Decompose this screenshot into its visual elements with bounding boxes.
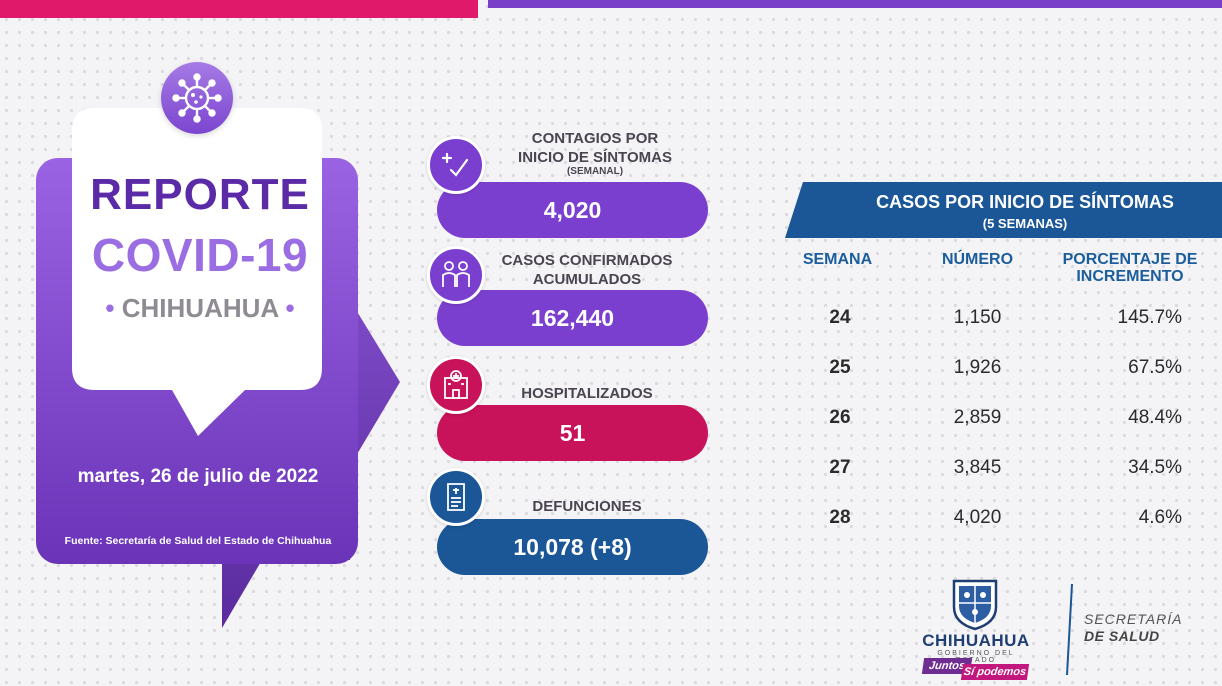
column-header-percentage-line1: PORCENTAJE DE [1062, 251, 1198, 268]
contagios-value: 4,020 [543, 196, 602, 223]
department-line2: DE SALUD [1084, 628, 1160, 644]
row-percentage: 145.7% [1117, 307, 1182, 328]
confirmados-label-line1: CASOS CONFIRMADOS [501, 252, 673, 269]
certificate-icon [447, 483, 465, 511]
row-week: 28 [829, 507, 851, 528]
defunciones-label: DEFUNCIONES [487, 497, 687, 516]
row-number: 1,926 [953, 357, 1002, 378]
table-subtitle: (5 SEMANAS) [982, 216, 1068, 231]
row-percentage: 67.5% [1128, 357, 1182, 378]
contagios-sublabel: (SEMANAL) [566, 166, 624, 177]
confirmados-value: 162,440 [530, 304, 615, 331]
top-accent-bar-pink [0, 0, 478, 18]
region-label: CHIHUAHUA [121, 293, 279, 323]
row-percentage: 48.4% [1128, 407, 1182, 428]
column-header-percentage: PORCENTAJE DE INCREMENTO [1050, 251, 1210, 285]
table-title-banner [785, 182, 1222, 238]
title-region: • CHIHUAHUA • [75, 293, 325, 324]
hospital-icon [444, 370, 468, 399]
contagios-label-line1: CONTAGIOS POR [531, 130, 659, 147]
hospitalizados-label: HOSPITALIZADOS [487, 384, 687, 403]
title-reporte: REPORTE [90, 170, 310, 219]
bullet-dot-left: • [105, 293, 115, 323]
top-accent-bar-purple [488, 0, 1222, 8]
defunciones-label-text: DEFUNCIONES [532, 498, 642, 515]
row-week: 24 [829, 307, 851, 328]
state-shield-icon [952, 579, 998, 631]
confirmados-label-line2: ACUMULADOS [532, 271, 642, 288]
logo-divider [1066, 583, 1073, 676]
column-header-percentage-line2: INCREMENTO [1076, 268, 1184, 285]
table-title: CASOS POR INICIO DE SÍNTOMAS [876, 192, 1174, 212]
department-line1: SECRETARÍA [1084, 611, 1183, 627]
contagios-label: CONTAGIOS POR INICIO DE SÍNTOMAS (SEMANA… [495, 129, 695, 177]
logo-wordmark: CHIHUAHUA [922, 631, 1030, 650]
confirmados-value-pill: 162,440 [437, 290, 708, 346]
row-percentage: 4.6% [1138, 507, 1182, 528]
virus-icon [172, 73, 222, 123]
confirmados-icon-badge [427, 246, 485, 304]
row-week: 26 [829, 407, 851, 428]
column-header-number: NÚMERO [941, 251, 1014, 268]
source-note: Fuente: Secretaría de Salud del Estado d… [64, 535, 332, 547]
row-percentage: 34.5% [1128, 457, 1182, 478]
virus-badge [161, 62, 233, 134]
column-header-week: SEMANA [802, 251, 873, 268]
people-icon [442, 261, 470, 287]
defunciones-icon-badge [427, 468, 485, 526]
row-number: 1,150 [953, 307, 1002, 328]
row-number: 2,859 [953, 407, 1002, 428]
hospitalizados-icon-badge [427, 356, 485, 414]
bullet-dot-right: • [285, 293, 295, 323]
hospitalizados-label-text: HOSPITALIZADOS [521, 385, 653, 402]
title-covid: COVID-19 [91, 229, 309, 281]
confirmados-label: CASOS CONFIRMADOS ACUMULADOS [487, 251, 687, 289]
row-number: 3,845 [953, 457, 1002, 478]
logo-subtitle: GOBIERNO DEL ESTADO [937, 650, 1015, 664]
report-card-background [36, 108, 400, 628]
hospitalizados-value: 51 [559, 419, 586, 446]
contagios-value-pill: 4,020 [437, 182, 708, 238]
defunciones-value: 10,078 (+8) [513, 533, 632, 560]
row-week: 27 [829, 457, 851, 478]
row-week: 25 [829, 357, 851, 378]
contagios-label-line2: INICIO DE SÍNTOMAS [518, 149, 672, 166]
row-number: 4,020 [953, 507, 1002, 528]
plus-check-icon [441, 152, 469, 177]
hospitalizados-value-pill: 51 [437, 405, 708, 461]
report-date: martes, 26 de julio de 2022 [77, 466, 319, 487]
defunciones-value-pill: 10,078 (+8) [437, 519, 708, 575]
contagios-icon-badge [427, 136, 485, 194]
slogan-si-podemos: Sí podemos [960, 664, 1030, 680]
